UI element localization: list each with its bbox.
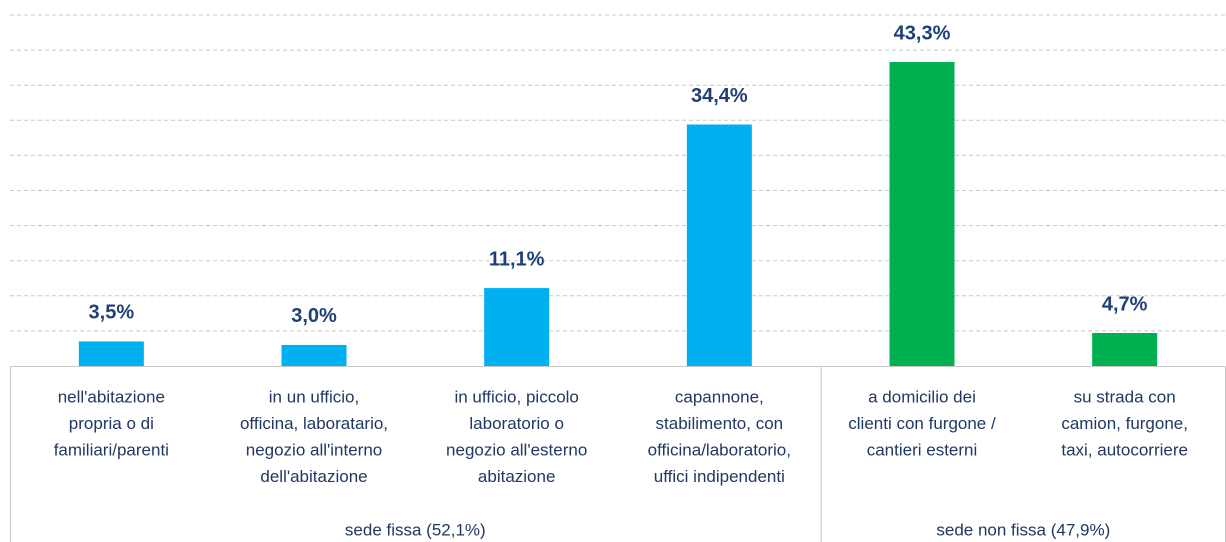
- x-tick-label: dell'abitazione: [260, 467, 367, 486]
- x-tick-label: negozio all'interno: [246, 440, 383, 459]
- bar: [484, 288, 550, 366]
- bar: [1092, 333, 1158, 366]
- group-label: sede fissa (52,1%): [345, 520, 486, 539]
- x-tick-label: in un ufficio,: [269, 387, 359, 406]
- x-tick-label: camion, furgone,: [1061, 414, 1188, 433]
- value-label: 4,7%: [1102, 293, 1148, 315]
- x-tick-label: negozio all'esterno: [446, 440, 587, 459]
- bar: [889, 62, 955, 367]
- x-tick-label: abitazione: [478, 467, 556, 486]
- x-tick-label: su strada con: [1074, 387, 1176, 406]
- x-tick-label: laboratorio o: [469, 414, 564, 433]
- x-tick-label: clienti con furgone /: [848, 414, 996, 433]
- x-tick-label: taxi, autocorriere: [1061, 440, 1188, 459]
- x-tick-label: stabilimento, con: [656, 414, 784, 433]
- bar: [686, 124, 752, 367]
- x-tick-label: capannone,: [675, 387, 764, 406]
- x-tick-label: nell'abitazione: [58, 387, 165, 406]
- x-tick-label: uffici indipendenti: [654, 467, 785, 486]
- value-label: 3,5%: [89, 302, 135, 324]
- x-tick-label: in ufficio, piccolo: [454, 387, 578, 406]
- group-label: sede non fissa (47,9%): [936, 520, 1110, 539]
- x-tick-label: a domicilio dei: [868, 387, 976, 406]
- bar: [281, 344, 347, 366]
- x-tick-label: familiari/parenti: [54, 440, 169, 459]
- value-label: 43,3%: [894, 22, 951, 44]
- bar: [78, 341, 144, 366]
- value-label: 11,1%: [489, 248, 545, 270]
- value-label: 3,0%: [291, 305, 337, 327]
- x-tick-label: cantieri esterni: [867, 440, 978, 459]
- value-label: 34,4%: [691, 85, 748, 107]
- x-tick-label: officina/laboratorio,: [648, 440, 791, 459]
- x-tick-label: officina, laboratario,: [240, 414, 388, 433]
- x-tick-label: propria o di: [69, 414, 154, 433]
